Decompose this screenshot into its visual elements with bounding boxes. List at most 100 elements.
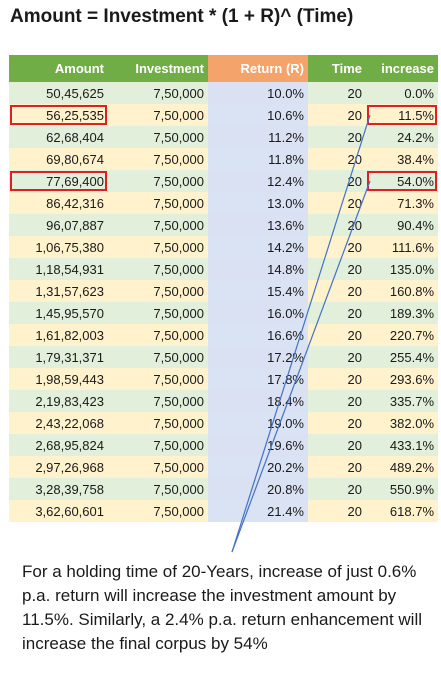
return-cell: 16.6% <box>208 324 308 346</box>
table-row: 1,18,54,931 7,50,000 14.8% 20 135.0% <box>9 258 438 280</box>
table-row: 56,25,535 7,50,000 10.6% 20 11.5% <box>9 104 438 126</box>
amount-cell-highlighted: 77,69,400 <box>9 170 108 192</box>
investment-cell: 7,50,000 <box>108 126 208 148</box>
amount-cell: 2,19,83,423 <box>9 390 108 412</box>
amount-cell: 86,42,316 <box>9 192 108 214</box>
investment-cell: 7,50,000 <box>108 104 208 126</box>
investment-cell: 7,50,000 <box>108 82 208 104</box>
investment-cell: 7,50,000 <box>108 280 208 302</box>
increase-cell: 71.3% <box>366 192 438 214</box>
return-cell: 15.4% <box>208 280 308 302</box>
table-row: 1,79,31,371 7,50,000 17.2% 20 255.4% <box>9 346 438 368</box>
amount-cell: 2,97,26,968 <box>9 456 108 478</box>
return-cell: 18.4% <box>208 390 308 412</box>
increase-cell: 489.2% <box>366 456 438 478</box>
investment-cell: 7,50,000 <box>108 478 208 500</box>
return-cell: 11.8% <box>208 148 308 170</box>
amount-cell: 1,06,75,380 <box>9 236 108 258</box>
increase-cell: 618.7% <box>366 500 438 522</box>
table-row: 69,80,674 7,50,000 11.8% 20 38.4% <box>9 148 438 170</box>
investment-cell: 7,50,000 <box>108 346 208 368</box>
increase-cell-highlighted: 11.5% <box>366 104 438 126</box>
increase-cell: 220.7% <box>366 324 438 346</box>
investment-cell: 7,50,000 <box>108 170 208 192</box>
time-cell: 20 <box>308 170 366 192</box>
time-cell: 20 <box>308 456 366 478</box>
amount-cell: 1,31,57,623 <box>9 280 108 302</box>
table-row: 86,42,316 7,50,000 13.0% 20 71.3% <box>9 192 438 214</box>
amount-cell: 50,45,625 <box>9 82 108 104</box>
time-cell: 20 <box>308 104 366 126</box>
increase-cell: 293.6% <box>366 368 438 390</box>
increase-cell: 24.2% <box>366 126 438 148</box>
investment-cell: 7,50,000 <box>108 214 208 236</box>
time-cell: 20 <box>308 434 366 456</box>
investment-cell: 7,50,000 <box>108 236 208 258</box>
investment-cell: 7,50,000 <box>108 324 208 346</box>
increase-cell: 111.6% <box>366 236 438 258</box>
return-cell: 13.0% <box>208 192 308 214</box>
return-cell: 17.8% <box>208 368 308 390</box>
amount-cell: 1,18,54,931 <box>9 258 108 280</box>
table-row: 1,45,95,570 7,50,000 16.0% 20 189.3% <box>9 302 438 324</box>
amount-cell: 69,80,674 <box>9 148 108 170</box>
return-cell: 14.8% <box>208 258 308 280</box>
table-row: 2,43,22,068 7,50,000 19.0% 20 382.0% <box>9 412 438 434</box>
header-amount: Amount <box>9 55 108 82</box>
time-cell: 20 <box>308 390 366 412</box>
time-cell: 20 <box>308 368 366 390</box>
return-cell: 19.6% <box>208 434 308 456</box>
header-return: Return (R) <box>208 55 308 82</box>
table-row: 50,45,625 7,50,000 10.0% 20 0.0% <box>9 82 438 104</box>
increase-cell: 189.3% <box>366 302 438 324</box>
return-cell: 16.0% <box>208 302 308 324</box>
time-cell: 20 <box>308 412 366 434</box>
table-row: 77,69,400 7,50,000 12.4% 20 54.0% <box>9 170 438 192</box>
investment-table: Amount Investment Return (R) Time increa… <box>9 55 438 522</box>
return-cell: 17.2% <box>208 346 308 368</box>
table-row: 3,28,39,758 7,50,000 20.8% 20 550.9% <box>9 478 438 500</box>
time-cell: 20 <box>308 214 366 236</box>
return-cell: 19.0% <box>208 412 308 434</box>
return-cell: 11.2% <box>208 126 308 148</box>
amount-cell: 1,61,82,003 <box>9 324 108 346</box>
investment-cell: 7,50,000 <box>108 434 208 456</box>
time-cell: 20 <box>308 148 366 170</box>
increase-cell-highlighted: 54.0% <box>366 170 438 192</box>
investment-cell: 7,50,000 <box>108 192 208 214</box>
investment-cell: 7,50,000 <box>108 456 208 478</box>
return-cell: 14.2% <box>208 236 308 258</box>
time-cell: 20 <box>308 280 366 302</box>
amount-cell: 1,45,95,570 <box>9 302 108 324</box>
table-row: 2,97,26,968 7,50,000 20.2% 20 489.2% <box>9 456 438 478</box>
return-cell: 12.4% <box>208 170 308 192</box>
return-cell: 20.8% <box>208 478 308 500</box>
time-cell: 20 <box>308 500 366 522</box>
table-row: 2,68,95,824 7,50,000 19.6% 20 433.1% <box>9 434 438 456</box>
time-cell: 20 <box>308 346 366 368</box>
increase-cell: 38.4% <box>366 148 438 170</box>
increase-cell: 433.1% <box>366 434 438 456</box>
increase-cell: 160.8% <box>366 280 438 302</box>
table-row: 96,07,887 7,50,000 13.6% 20 90.4% <box>9 214 438 236</box>
amount-cell: 2,43,22,068 <box>9 412 108 434</box>
investment-cell: 7,50,000 <box>108 148 208 170</box>
amount-cell: 3,62,60,601 <box>9 500 108 522</box>
table-row: 1,61,82,003 7,50,000 16.6% 20 220.7% <box>9 324 438 346</box>
investment-cell: 7,50,000 <box>108 368 208 390</box>
amount-cell: 1,79,31,371 <box>9 346 108 368</box>
table-header-row: Amount Investment Return (R) Time increa… <box>9 55 438 82</box>
table-row: 1,06,75,380 7,50,000 14.2% 20 111.6% <box>9 236 438 258</box>
return-cell: 10.6% <box>208 104 308 126</box>
amount-cell: 3,28,39,758 <box>9 478 108 500</box>
increase-cell: 135.0% <box>366 258 438 280</box>
increase-cell: 255.4% <box>366 346 438 368</box>
table-row: 1,31,57,623 7,50,000 15.4% 20 160.8% <box>9 280 438 302</box>
amount-cell-highlighted: 56,25,535 <box>9 104 108 126</box>
time-cell: 20 <box>308 258 366 280</box>
increase-cell: 0.0% <box>366 82 438 104</box>
table-row: 3,62,60,601 7,50,000 21.4% 20 618.7% <box>9 500 438 522</box>
increase-cell: 335.7% <box>366 390 438 412</box>
table-row: 62,68,404 7,50,000 11.2% 20 24.2% <box>9 126 438 148</box>
increase-cell: 382.0% <box>366 412 438 434</box>
